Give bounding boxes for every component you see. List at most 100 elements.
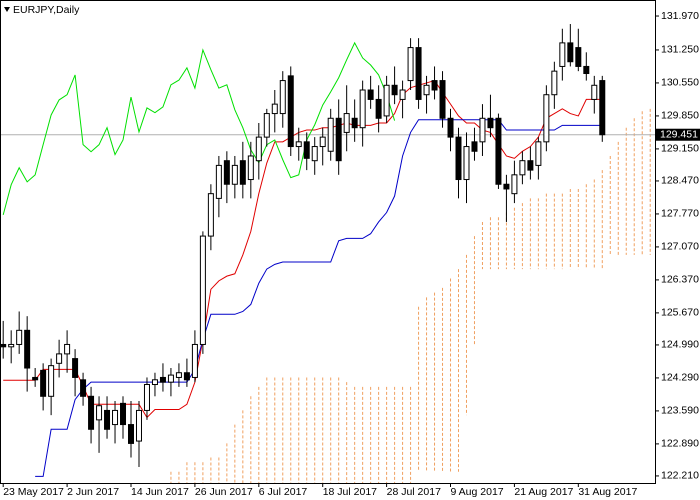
candle-body xyxy=(287,75,294,148)
candle-body xyxy=(479,117,486,143)
candle-body xyxy=(279,80,286,115)
y-tick-label: 127.070 xyxy=(661,241,699,253)
symbol-marker xyxy=(4,7,10,12)
chart-title: EURJPY,Daily xyxy=(13,4,80,16)
x-tick-label: 21 Aug 2017 xyxy=(514,486,573,498)
candle-body xyxy=(135,409,142,442)
candle-body xyxy=(40,369,47,397)
candle-body xyxy=(0,343,7,348)
last-price-tag xyxy=(656,128,700,141)
candle-body xyxy=(311,146,318,162)
candle-body xyxy=(96,405,103,421)
candle-body xyxy=(263,113,270,138)
candle-body xyxy=(319,136,326,148)
candle-body xyxy=(24,329,31,369)
y-tick-label: 124.990 xyxy=(661,339,699,351)
candle-body xyxy=(543,94,550,143)
candle-body xyxy=(567,42,574,63)
x-tick-label: 23 May 2017 xyxy=(3,486,64,498)
candle-body xyxy=(375,98,382,119)
y-tick-label: 122.210 xyxy=(661,470,699,482)
candle-body xyxy=(295,141,302,148)
candle-body xyxy=(423,84,430,96)
x-tick-label: 9 Aug 2017 xyxy=(451,486,504,498)
x-tick-label: 6 Jul 2017 xyxy=(259,486,308,498)
y-tick-label: 130.550 xyxy=(661,77,699,89)
candle-body xyxy=(511,174,518,195)
candle-body xyxy=(551,70,558,96)
candle-body xyxy=(143,384,150,411)
candle-body xyxy=(199,235,206,345)
indicator-line xyxy=(2,41,396,216)
candle-body xyxy=(351,117,358,129)
x-tick-label: 2 Jun 2017 xyxy=(67,486,119,498)
candle-body xyxy=(559,42,566,67)
y-tick-label: 129.850 xyxy=(661,110,699,122)
candle-body xyxy=(239,160,246,185)
last-price-label: 129.451 xyxy=(660,129,698,141)
candle-body xyxy=(183,372,190,381)
candle-body xyxy=(8,343,15,348)
candle-body xyxy=(343,113,350,133)
candle-body xyxy=(391,84,398,96)
candle-body xyxy=(415,47,422,100)
x-tick-label: 14 Jun 2017 xyxy=(131,486,189,498)
candle-body xyxy=(527,160,534,171)
candle-body xyxy=(447,117,454,138)
indicator-line xyxy=(35,119,603,477)
candle-body xyxy=(175,372,182,378)
y-tick-label: 124.290 xyxy=(661,372,699,384)
y-tick-label: 129.150 xyxy=(661,143,699,155)
candle-body xyxy=(335,117,342,162)
candle-body xyxy=(471,141,478,152)
candle-body xyxy=(407,47,414,82)
indicator-line xyxy=(3,79,603,419)
x-tick-label: 31 Aug 2017 xyxy=(578,486,637,498)
plot-area xyxy=(0,24,655,483)
candle-body xyxy=(255,136,262,162)
candle-body xyxy=(599,80,606,136)
candle-body xyxy=(207,193,214,237)
y-tick-label: 131.250 xyxy=(661,44,699,56)
y-tick-label: 131.970 xyxy=(661,10,699,22)
candle-body xyxy=(128,424,134,444)
candle-body xyxy=(503,183,510,190)
candle-body xyxy=(56,353,63,364)
candle-body xyxy=(48,365,55,397)
candle-body xyxy=(327,117,334,152)
y-tick-label: 126.370 xyxy=(661,274,699,286)
candle-body xyxy=(519,160,526,176)
candle-body xyxy=(32,376,39,381)
candle-body xyxy=(191,343,198,378)
candle-body xyxy=(16,329,23,345)
candle-body xyxy=(80,379,87,397)
x-tick-label: 28 Jul 2017 xyxy=(387,486,441,498)
candle-body xyxy=(367,89,374,100)
y-tick-label: 127.770 xyxy=(661,208,699,220)
candle-body xyxy=(167,374,174,383)
candle-body xyxy=(223,160,230,185)
candle-body xyxy=(271,103,278,115)
candle-body xyxy=(303,141,310,159)
candle-body xyxy=(231,164,238,185)
candle-body xyxy=(359,89,366,129)
x-tick-label: 18 Jul 2017 xyxy=(323,486,377,498)
candle-body xyxy=(463,146,470,181)
candle-body xyxy=(583,65,590,75)
candle-body xyxy=(159,376,166,383)
candle-body xyxy=(455,136,462,181)
candle-body xyxy=(88,395,95,430)
x-tick-label: 26 Jun 2017 xyxy=(195,486,253,498)
candle-body xyxy=(64,343,71,355)
candle-body xyxy=(575,47,582,67)
candle-body xyxy=(104,409,111,430)
candle-body xyxy=(399,89,406,100)
candle-body xyxy=(72,358,79,378)
candle-body xyxy=(120,402,127,426)
y-tick-label: 128.470 xyxy=(661,175,699,187)
candle-body xyxy=(535,141,542,166)
y-tick-label: 123.590 xyxy=(661,405,699,417)
candle-body xyxy=(495,117,502,185)
